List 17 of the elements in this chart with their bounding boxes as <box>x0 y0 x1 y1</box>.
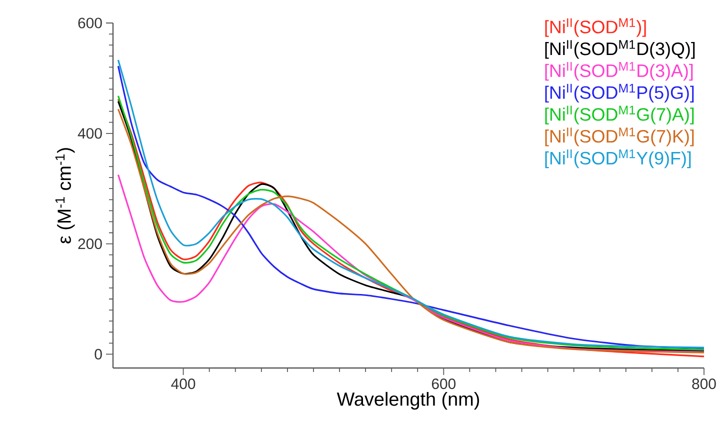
y-tick-label: 200 <box>78 238 102 250</box>
text: [Ni$^{II}$(SOD$^{M1}$)] <box>545 18 646 37</box>
x-tick-label: 400 <box>171 378 196 390</box>
text: [Ni$^{II}$(SOD$^{M1}$P(5)G)] <box>545 84 694 102</box>
line-series <box>117 174 705 353</box>
text: [Ni$^{II}$(SOD$^{M1}$G(7)A)] <box>545 106 694 124</box>
x-tick-label: 600 <box>432 378 456 390</box>
text: [Ni$^{II}$(SOD$^{M1}$G(7)K)] <box>545 128 694 146</box>
text: [Ni$^{II}$(SOD$^{M1}$D(3)Q)] <box>545 40 695 59</box>
y-tick-label: 600 <box>78 18 102 28</box>
y-tick-label: 0 <box>94 348 102 360</box>
text: [Ni$^{II}$(SOD$^{M1}$Y(9)F)] <box>545 149 691 168</box>
x-tick-label: 800 <box>692 378 716 390</box>
y-axis-title: ε (M$^{-1}$ cm$^{-1}$) <box>55 148 75 244</box>
x-axis-title: Wavelength (nm) <box>336 392 479 410</box>
text: [Ni$^{II}$(SOD$^{M1}$D(3)A)] <box>545 62 693 81</box>
y-tick-label: 400 <box>78 128 102 139</box>
